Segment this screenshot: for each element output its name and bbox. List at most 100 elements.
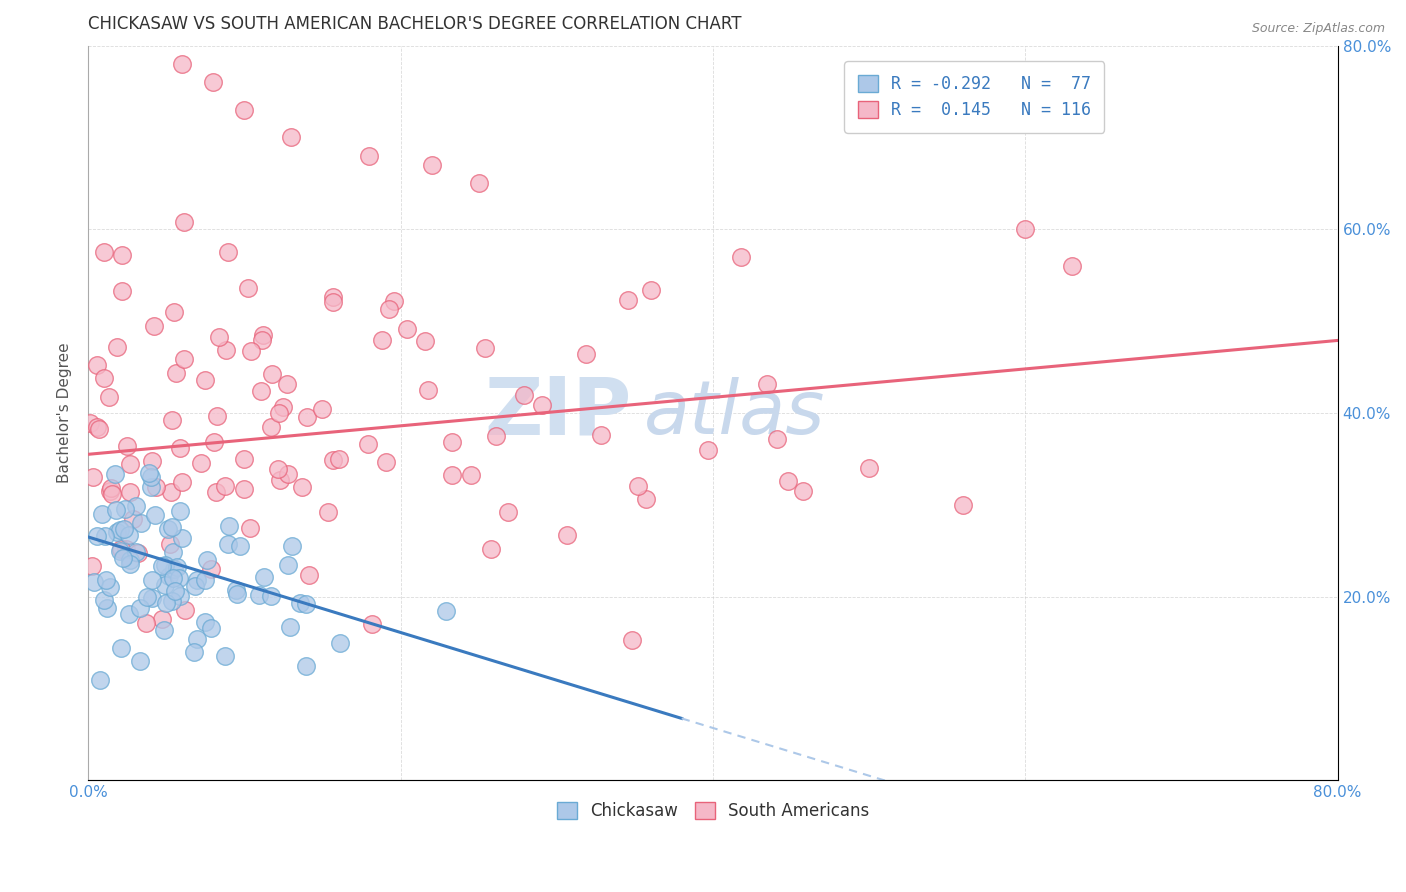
Point: [169, 441, 191, 455]
Point: [125, 545, 148, 559]
Point: [441, 467, 464, 482]
Point: [142, 318, 165, 333]
Point: [173, 352, 195, 367]
Point: [225, 587, 247, 601]
Point: [205, 485, 228, 500]
Point: [778, 474, 800, 488]
Point: [86, 358, 108, 372]
Point: [434, 604, 457, 618]
Point: [250, 333, 273, 347]
Point: [260, 420, 283, 434]
Point: [357, 436, 380, 450]
Point: [375, 455, 398, 469]
Point: [136, 590, 159, 604]
Point: [267, 406, 290, 420]
Point: [93, 371, 115, 385]
Point: [420, 158, 443, 172]
Point: [143, 508, 166, 522]
Point: [93, 245, 115, 260]
Point: [105, 340, 128, 354]
Point: [269, 473, 291, 487]
Point: [183, 645, 205, 659]
Point: [382, 294, 405, 309]
Point: [262, 367, 284, 381]
Point: [118, 485, 141, 500]
Point: [280, 130, 302, 145]
Point: [98, 483, 121, 498]
Point: [169, 504, 191, 518]
Point: [110, 543, 132, 558]
Point: [145, 480, 167, 494]
Point: [260, 589, 283, 603]
Point: [112, 550, 135, 565]
Point: [756, 376, 779, 391]
Point: [575, 347, 598, 361]
Point: [295, 597, 318, 611]
Point: [162, 571, 184, 585]
Point: [238, 281, 260, 295]
Point: [124, 499, 146, 513]
Point: [225, 582, 247, 597]
Point: [82, 469, 104, 483]
Point: [139, 21, 162, 35]
Text: Source: ZipAtlas.com: Source: ZipAtlas.com: [1251, 22, 1385, 36]
Point: [195, 553, 218, 567]
Point: [104, 503, 127, 517]
Point: [496, 505, 519, 519]
Point: [200, 621, 222, 635]
Point: [150, 558, 173, 573]
Point: [86, 419, 108, 434]
Point: [361, 616, 384, 631]
Point: [952, 498, 974, 512]
Point: [281, 539, 304, 553]
Point: [166, 559, 188, 574]
Point: [129, 516, 152, 531]
Point: [589, 427, 612, 442]
Point: [467, 177, 489, 191]
Point: [194, 573, 217, 587]
Point: [329, 636, 352, 650]
Point: [83, 575, 105, 590]
Point: [232, 452, 254, 467]
Point: [155, 558, 177, 573]
Point: [858, 461, 880, 475]
Point: [105, 524, 128, 539]
Point: [278, 619, 301, 633]
Point: [159, 485, 181, 500]
Point: [111, 284, 134, 298]
Point: [160, 413, 183, 427]
Point: [253, 570, 276, 584]
Point: [240, 343, 263, 358]
Point: [186, 573, 208, 587]
Point: [129, 601, 152, 615]
Point: [413, 334, 436, 349]
Point: [127, 546, 149, 560]
Point: [359, 149, 381, 163]
Point: [98, 580, 121, 594]
Point: [322, 453, 344, 467]
Point: [184, 578, 207, 592]
Point: [202, 435, 225, 450]
Point: [90, 507, 112, 521]
Point: [214, 648, 236, 663]
Point: [170, 57, 193, 71]
Point: [440, 434, 463, 449]
Point: [396, 322, 419, 336]
Point: [89, 673, 111, 687]
Point: [416, 383, 439, 397]
Text: atlas: atlas: [644, 377, 825, 449]
Point: [485, 429, 508, 443]
Point: [460, 468, 482, 483]
Point: [247, 588, 270, 602]
Point: [153, 577, 176, 591]
Point: [479, 541, 502, 556]
Point: [167, 571, 190, 585]
Point: [697, 442, 720, 457]
Point: [295, 410, 318, 425]
Point: [474, 342, 496, 356]
Point: [122, 512, 145, 526]
Point: [328, 452, 350, 467]
Point: [86, 529, 108, 543]
Point: [730, 250, 752, 264]
Point: [79, 416, 101, 430]
